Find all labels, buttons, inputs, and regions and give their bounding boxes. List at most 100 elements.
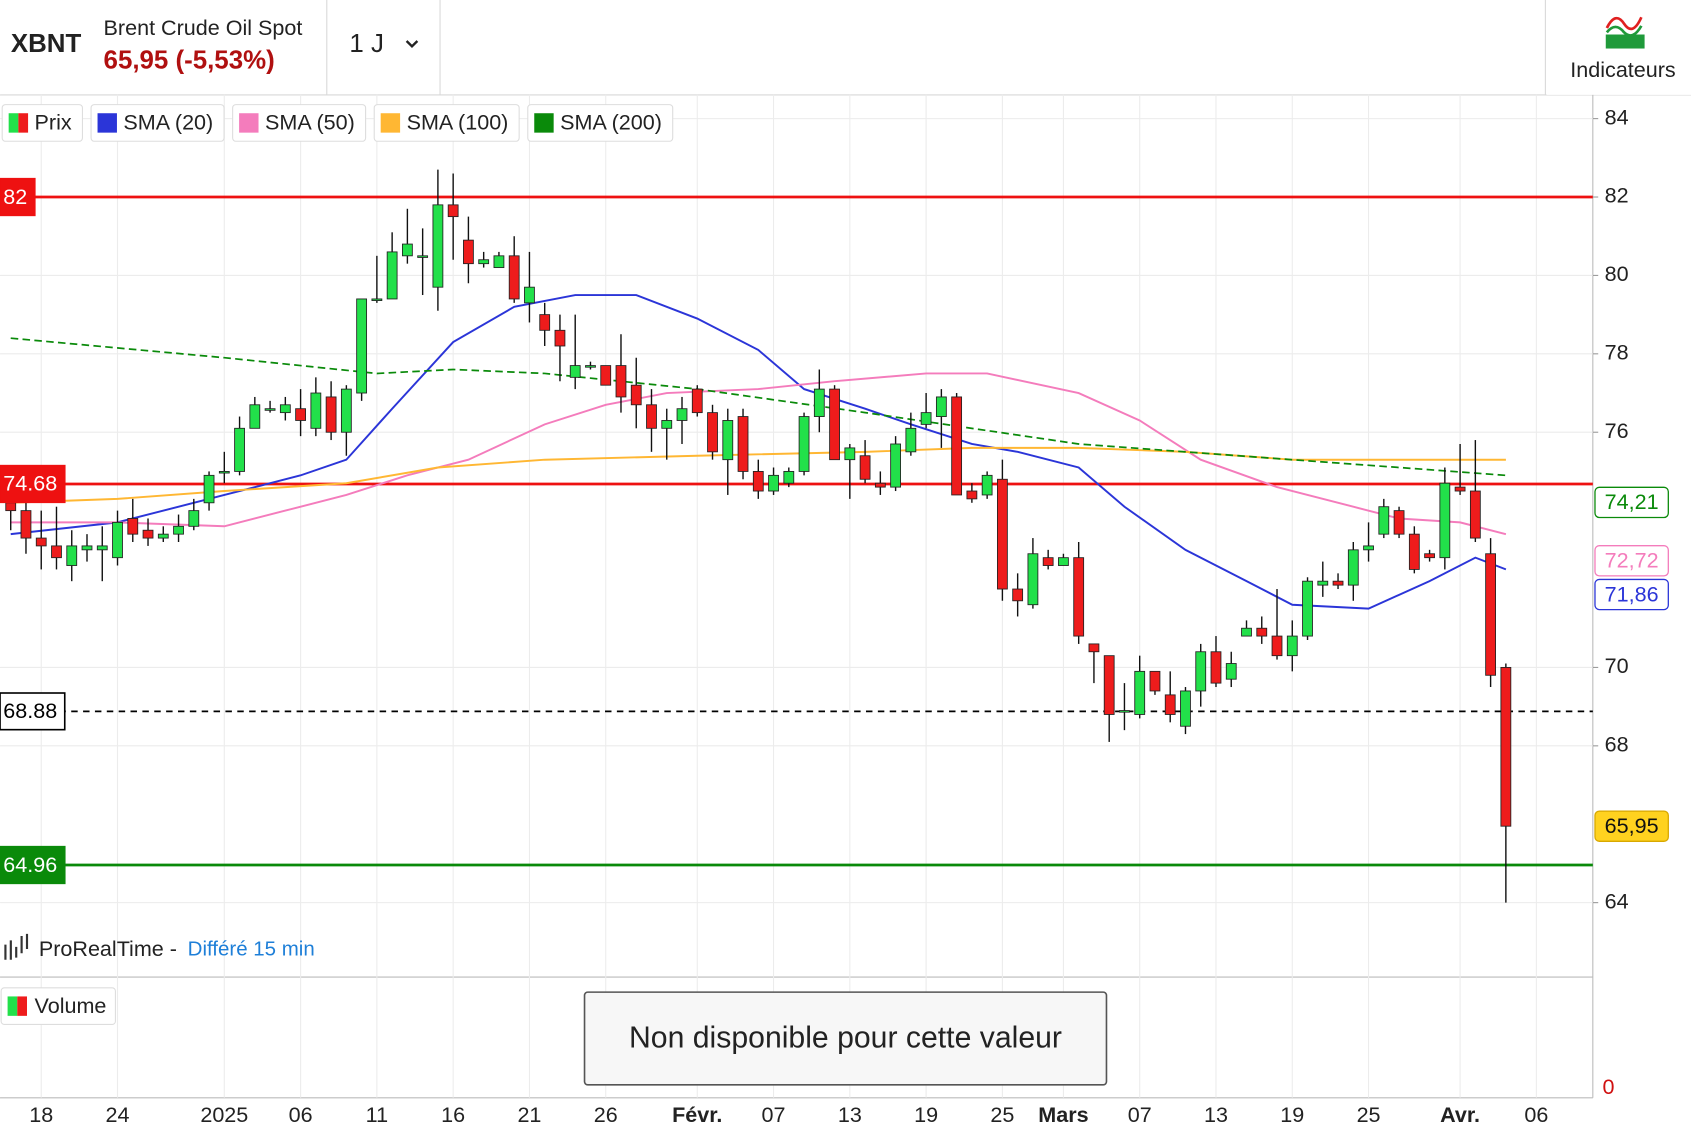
icon [1605, 25, 1643, 37]
y-tick-label: 68 [1605, 732, 1629, 757]
candle-body [1180, 690, 1191, 727]
icon [1605, 16, 1643, 31]
legend-item[interactable] [373, 104, 520, 142]
candle-body [295, 408, 306, 421]
candle-body [1195, 651, 1207, 692]
swatch [7, 996, 18, 1016]
candle-body [966, 490, 978, 500]
legend-item[interactable] [527, 104, 674, 142]
value-badge-label: 72,72 [1605, 548, 1659, 573]
icon [1605, 34, 1645, 49]
candle-body [874, 482, 886, 488]
chevron [405, 40, 419, 49]
legend-swatch [18, 113, 29, 133]
legend-swatch [8, 113, 19, 133]
candle-body [1393, 510, 1405, 535]
y-tick-label: 84 [1605, 104, 1629, 129]
header-bar [0, 0, 1691, 95]
candle-body [20, 510, 32, 539]
legend-item[interactable] [90, 104, 225, 142]
source: ProRealTime - Différé 15 min [4, 933, 315, 961]
interval[interactable]: 1 J [349, 30, 384, 58]
x-tick-label: Mars [1038, 1102, 1088, 1127]
x-tick-label: 2025 [200, 1102, 248, 1127]
candle-body [173, 525, 184, 535]
candle-body [51, 545, 62, 559]
candle-body [1500, 667, 1512, 827]
candle-body [524, 286, 535, 304]
legend-label: Volume [35, 993, 107, 1018]
level-badge [0, 177, 36, 217]
interval-selector[interactable]: 1 J [349, 30, 419, 58]
candle-body [112, 521, 123, 559]
candle-body [279, 404, 291, 414]
candle-body [432, 204, 444, 288]
sma-line [10, 337, 1506, 477]
candle-body [157, 533, 169, 539]
x-tick-label: 06 [289, 1102, 313, 1127]
y-tick-label: 82 [1605, 183, 1629, 208]
x-tick-label: 24 [106, 1102, 130, 1127]
candle-body [737, 416, 749, 472]
value-badge-label: 74,21 [1605, 489, 1659, 514]
x-tick-label: 06 [1524, 1102, 1548, 1127]
level-label: 74.68 [3, 471, 57, 496]
x-tick-label: 19 [1280, 1102, 1304, 1127]
y-tick-label: 80 [1605, 261, 1629, 286]
candle-body [325, 396, 337, 433]
candle-body [249, 404, 261, 429]
candle-body [310, 392, 322, 429]
legend-item[interactable] [232, 104, 367, 142]
x-tick-label: 13 [1204, 1102, 1228, 1127]
candle-body [935, 396, 947, 417]
candle-body [783, 470, 795, 484]
value-badge-label: 71,86 [1605, 581, 1659, 606]
candle-body [508, 255, 520, 300]
candle-body [1088, 643, 1100, 653]
x-tick-label: 21 [517, 1102, 541, 1127]
y-tick-label: 70 [1605, 653, 1629, 678]
indicators-button[interactable]: Indicateurs [1546, 0, 1691, 95]
candle-body [1439, 482, 1451, 559]
legend-label: Prix [35, 110, 72, 135]
candle-body [371, 298, 383, 301]
candle-body [646, 404, 657, 429]
candle-body [447, 204, 459, 218]
candle-body [600, 365, 612, 386]
x-tick-label: 18 [29, 1102, 53, 1127]
legend-label: SMA (50) [265, 110, 355, 135]
candle-body [203, 474, 215, 504]
delay: Différé 15 min [188, 937, 315, 960]
y-tick-label: 76 [1605, 418, 1629, 443]
instrument-name: Brent Crude Oil Spot [104, 15, 303, 40]
legend-swatch [380, 113, 401, 133]
value-badge [1594, 486, 1669, 519]
candle-body [539, 314, 551, 331]
candle-body [813, 388, 825, 417]
x-tick-label: Avr. [1440, 1102, 1480, 1127]
volume-tick-label: 0 [1603, 1074, 1615, 1099]
x-tick-label: 13 [838, 1102, 862, 1127]
button-label[interactable]: Indicateurs [1570, 57, 1675, 82]
message: Non disponible pour cette valeur [629, 1022, 1062, 1055]
candle-body [1225, 663, 1237, 680]
candle-body [356, 298, 368, 394]
candle-body [722, 420, 734, 461]
quote: 65,95 (-5,53%) [104, 46, 275, 74]
candle-body [661, 420, 673, 429]
candle-body [1058, 557, 1069, 566]
x-tick-label: 25 [1357, 1102, 1381, 1127]
candle-body [478, 259, 490, 265]
x-tick-label: Févr. [672, 1102, 722, 1127]
candle-body [96, 545, 108, 551]
x-tick-label: 19 [914, 1102, 938, 1127]
message-box [583, 991, 1108, 1086]
candle-body [569, 365, 581, 378]
candle-body [1317, 580, 1329, 586]
grid [0, 94, 1599, 1098]
value-badge [1594, 810, 1669, 842]
candle-body [1164, 694, 1176, 715]
legend-label: SMA (100) [407, 110, 509, 135]
